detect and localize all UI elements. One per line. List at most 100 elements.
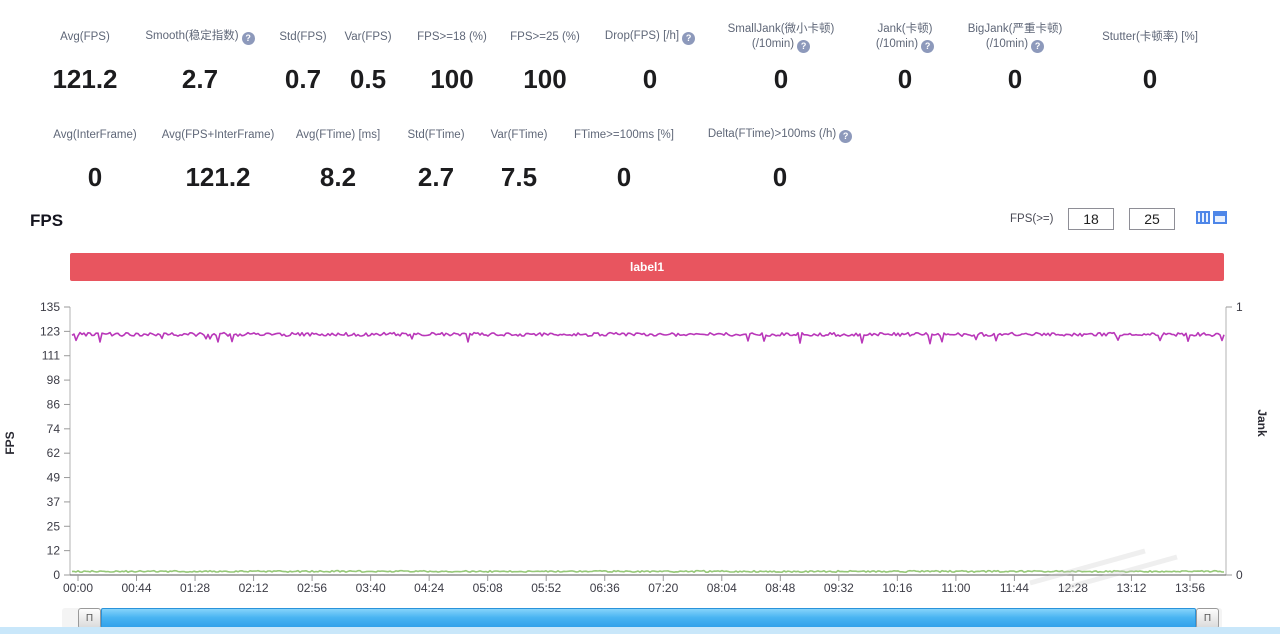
fps-threshold-label: FPS(>=) xyxy=(1010,213,1054,225)
svg-text:08:04: 08:04 xyxy=(707,581,737,595)
svg-text:11:00: 11:00 xyxy=(941,581,970,595)
help-icon[interactable]: ? xyxy=(921,39,935,53)
svg-text:62: 62 xyxy=(47,446,61,460)
svg-text:86: 86 xyxy=(47,397,61,411)
svg-text:05:08: 05:08 xyxy=(473,581,503,595)
stat-ftime-ge100: FTime>=100ms [%] 0 xyxy=(561,116,687,193)
stat-label: Avg(InterFrame) xyxy=(53,128,137,141)
svg-text:07:20: 07:20 xyxy=(648,581,678,595)
stat-big-jank: BigJank(严重卡顿) (/10min)? 0 xyxy=(950,18,1080,95)
svg-text:02:12: 02:12 xyxy=(239,581,269,595)
help-icon[interactable]: ? xyxy=(1031,39,1045,53)
stat-label: Smooth(稳定指数) xyxy=(145,30,239,42)
window-view-icon[interactable] xyxy=(1213,211,1227,224)
svg-text:74: 74 xyxy=(47,422,61,436)
scrollbar-range-bar[interactable] xyxy=(101,608,1196,629)
stat-value: 0 xyxy=(1007,64,1023,94)
stat-label-line2: (/10min) xyxy=(985,37,1029,50)
stat-value: 0 xyxy=(1142,64,1158,94)
column-view-icon[interactable] xyxy=(1196,211,1210,224)
stat-label: FPS>=25 (%) xyxy=(510,30,580,43)
stat-label: Drop(FPS) [/h] xyxy=(604,30,680,42)
svg-text:05:52: 05:52 xyxy=(531,581,561,595)
stat-label: Stutter(卡顿率) [%] xyxy=(1102,30,1198,43)
stat-drop-fps: Drop(FPS) [/h]? 0 xyxy=(583,18,717,95)
svg-text:03:40: 03:40 xyxy=(356,581,386,595)
svg-text:02:56: 02:56 xyxy=(297,581,327,595)
stat-value: 0 xyxy=(897,64,913,94)
stat-label: Delta(FTime)>100ms (/h) xyxy=(707,128,837,140)
legend-banner[interactable]: label1 xyxy=(70,253,1224,281)
stat-fps-ge18: FPS>=18 (%) 100 xyxy=(400,18,504,95)
scrollbar-bottom-strip xyxy=(0,627,1280,634)
svg-text:13:56: 13:56 xyxy=(1175,581,1205,595)
stat-std-fps: Std(FPS) 0.7 xyxy=(265,18,341,95)
stat-label: FPS>=18 (%) xyxy=(417,30,487,43)
svg-text:12:28: 12:28 xyxy=(1058,581,1088,595)
help-icon[interactable]: ? xyxy=(839,130,853,143)
svg-text:08:48: 08:48 xyxy=(765,581,795,595)
svg-text:25: 25 xyxy=(47,519,61,533)
svg-text:135: 135 xyxy=(40,300,60,314)
fps-threshold-high-input[interactable] xyxy=(1129,208,1175,230)
stat-value: 100 xyxy=(430,64,474,94)
stat-std-ftime: Std(FTime) 2.7 xyxy=(394,116,478,193)
stat-small-jank: SmallJank(微小卡顿) (/10min)? 0 xyxy=(711,18,851,95)
stat-value: 2.7 xyxy=(417,162,455,192)
scrollbar-left-handle[interactable]: Π xyxy=(78,608,101,629)
stat-label: Avg(FPS) xyxy=(60,30,110,43)
stat-value: 100 xyxy=(523,64,567,94)
scrollbar-right-handle[interactable]: Π xyxy=(1196,608,1219,629)
help-icon[interactable]: ? xyxy=(241,32,255,45)
stat-smooth: Smooth(稳定指数)? 2.7 xyxy=(132,18,268,95)
stat-label: Var(FPS) xyxy=(344,30,392,43)
svg-text:13:12: 13:12 xyxy=(1116,581,1146,595)
svg-text:12: 12 xyxy=(47,544,61,558)
svg-text:49: 49 xyxy=(47,471,61,485)
stat-label: SmallJank(微小卡顿) xyxy=(727,22,835,35)
svg-text:123: 123 xyxy=(40,324,60,338)
stat-avg-fps-interframe: Avg(FPS+InterFrame) 121.2 xyxy=(138,116,298,193)
svg-text:0: 0 xyxy=(1236,568,1243,582)
svg-text:0: 0 xyxy=(53,568,60,582)
stat-value: 0 xyxy=(642,64,658,94)
stat-value: 0 xyxy=(616,162,632,192)
stat-avg-interframe: Avg(InterFrame) 0 xyxy=(35,116,155,193)
stat-label: Avg(FPS+InterFrame) xyxy=(161,128,275,141)
stat-value: 0 xyxy=(773,64,789,94)
stat-label: Std(FPS) xyxy=(279,30,327,43)
stat-value: 0 xyxy=(772,162,788,192)
svg-text:37: 37 xyxy=(47,495,61,509)
stat-delta-ftime: Delta(FTime)>100ms (/h)? 0 xyxy=(690,116,870,193)
fps-threshold-low-input[interactable] xyxy=(1068,208,1114,230)
svg-text:01:28: 01:28 xyxy=(180,581,210,595)
svg-text:1: 1 xyxy=(1236,300,1243,314)
svg-text:09:32: 09:32 xyxy=(824,581,854,595)
stat-stutter: Stutter(卡顿率) [%] 0 xyxy=(1068,18,1232,95)
stat-var-fps: Var(FPS) 0.5 xyxy=(333,18,403,95)
stat-label: BigJank(严重卡顿) xyxy=(967,22,1063,35)
stat-jank: Jank(卡顿) (/10min)? 0 xyxy=(848,18,962,95)
svg-text:06:36: 06:36 xyxy=(590,581,620,595)
section-title-fps: FPS xyxy=(30,211,64,230)
svg-text:11:44: 11:44 xyxy=(1000,581,1029,595)
svg-text:04:24: 04:24 xyxy=(414,581,444,595)
stat-label: Jank(卡顿) xyxy=(877,22,933,35)
stat-var-ftime: Var(FTime) 7.5 xyxy=(477,116,561,193)
stat-avg-fps: Avg(FPS) 121.2 xyxy=(25,18,145,95)
stat-value: 0 xyxy=(87,162,103,192)
svg-text:Jank: Jank xyxy=(1255,409,1269,437)
svg-text:00:00: 00:00 xyxy=(63,581,93,595)
stat-label: Var(FTime) xyxy=(490,128,548,141)
svg-text:FPS: FPS xyxy=(3,431,17,454)
stat-value: 7.5 xyxy=(500,162,538,192)
svg-text:10:16: 10:16 xyxy=(882,581,912,595)
help-icon[interactable]: ? xyxy=(797,39,811,53)
legend-series-label: label1 xyxy=(629,260,665,274)
help-icon[interactable]: ? xyxy=(682,32,696,45)
svg-text:111: 111 xyxy=(42,349,61,363)
stat-value: 0.7 xyxy=(284,64,322,94)
svg-text:00:44: 00:44 xyxy=(122,581,152,595)
